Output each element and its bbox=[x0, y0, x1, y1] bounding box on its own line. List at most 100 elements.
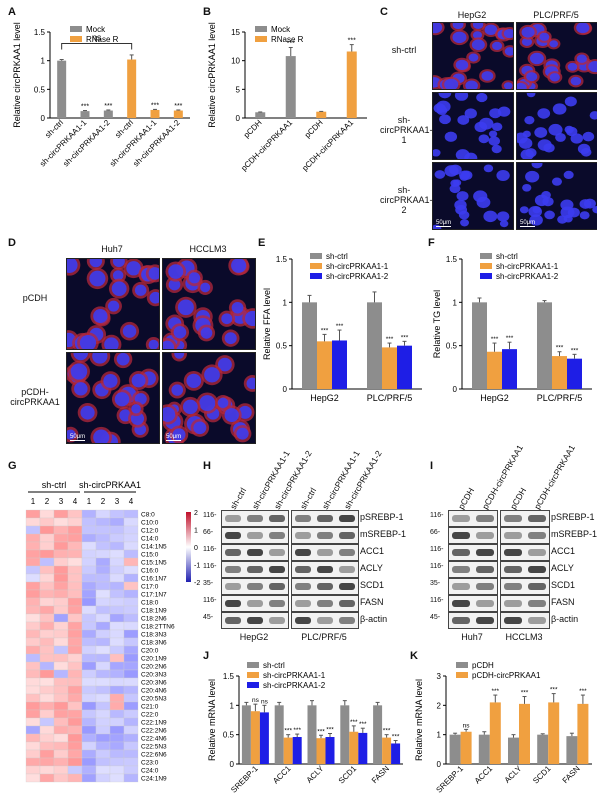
heatmap-cell bbox=[25, 661, 41, 671]
heatmap-cell bbox=[53, 685, 69, 695]
heatmap-cell bbox=[53, 717, 69, 727]
blot-band bbox=[269, 583, 285, 590]
heatmap-cell bbox=[123, 773, 139, 783]
heatmap-cell bbox=[95, 637, 111, 647]
heatmap-cell bbox=[67, 693, 83, 703]
protein-label: FASN bbox=[551, 597, 575, 607]
blot-band bbox=[317, 532, 333, 539]
heatmap-cell bbox=[109, 509, 125, 519]
heatmap-cell bbox=[53, 549, 69, 559]
row-label: C14:0 bbox=[141, 536, 159, 543]
mw-marker: 45- bbox=[203, 614, 214, 621]
ns-label: ns bbox=[92, 32, 102, 42]
heatmap-cell bbox=[123, 597, 139, 607]
blot-band bbox=[504, 549, 522, 556]
blot-band bbox=[295, 515, 311, 522]
blot-band bbox=[269, 549, 285, 556]
bar bbox=[382, 737, 392, 764]
heatmap-cell bbox=[109, 605, 125, 615]
heatmap-cell bbox=[25, 733, 41, 743]
row-label: pCDH- circPRKAA1 bbox=[10, 387, 60, 407]
heatmap-cell bbox=[109, 717, 125, 727]
blot-band bbox=[247, 532, 263, 539]
blot-band bbox=[528, 600, 546, 607]
bar-chart-a: 0 0.5 1 1.5 Relative circPRKAA1 level MockRNa… bbox=[12, 22, 190, 168]
bar bbox=[519, 703, 530, 764]
heatmap-cell bbox=[53, 613, 69, 623]
color-legend-tick: -1 bbox=[194, 563, 200, 570]
heatmap-cell bbox=[123, 725, 139, 735]
blot-band bbox=[528, 566, 546, 573]
blot-strip bbox=[448, 595, 498, 612]
heatmap-cell bbox=[123, 701, 139, 711]
y-tick-label: 0.5 bbox=[34, 85, 46, 94]
protein-label: β-actin bbox=[551, 614, 579, 624]
mw-marker: 35- bbox=[203, 580, 214, 587]
heatmap-cell bbox=[123, 533, 139, 543]
heatmap-cell bbox=[67, 765, 83, 775]
bar bbox=[80, 111, 90, 118]
panel-c-micrographs: HepG2 PLC/PRF/5 sh-ctrl sh- circPRKAA1-1 sh-… bbox=[380, 10, 597, 235]
blot-strip bbox=[221, 578, 289, 595]
column-label: 2 bbox=[101, 497, 106, 506]
heatmap-cell bbox=[53, 589, 69, 599]
group-label: sh-circPRKAA1 bbox=[79, 480, 141, 490]
scale-bar: 50μm bbox=[70, 434, 86, 441]
blot-band bbox=[504, 532, 522, 539]
blot-strip bbox=[448, 578, 498, 595]
x-tick-label: pCDH bbox=[242, 118, 264, 140]
row-label: C24:1N9 bbox=[141, 776, 167, 783]
blot-band bbox=[528, 617, 546, 624]
heatmap-cell bbox=[39, 549, 55, 559]
heatmap-cell bbox=[53, 709, 69, 719]
significance-mark: *** bbox=[104, 103, 112, 110]
micrograph bbox=[432, 92, 514, 160]
heatmap-cell bbox=[81, 557, 97, 567]
scale-bar: 50μm bbox=[166, 434, 182, 441]
y-tick-label: 0 bbox=[437, 760, 442, 769]
heatmap-cell bbox=[109, 629, 125, 639]
heatmap-cell bbox=[25, 669, 41, 679]
row-label: C22:2N6 bbox=[141, 728, 167, 735]
bar bbox=[57, 60, 67, 118]
heatmap-cell bbox=[95, 725, 111, 735]
heatmap-cell bbox=[39, 509, 55, 519]
heatmap-cell bbox=[25, 773, 41, 783]
row-label: C21:0 bbox=[141, 704, 159, 711]
heatmap-cell bbox=[109, 757, 125, 767]
heatmap-cell bbox=[67, 621, 83, 631]
y-tick-label: 1.5 bbox=[446, 255, 458, 264]
heatmap-cell bbox=[25, 685, 41, 695]
legend-swatch bbox=[255, 26, 267, 32]
heatmap-cell bbox=[53, 669, 69, 679]
heatmap-cell bbox=[67, 741, 83, 751]
heatmap-cell bbox=[109, 709, 125, 719]
blot-strip bbox=[448, 561, 498, 578]
heatmap-cell bbox=[81, 773, 97, 783]
bar bbox=[478, 734, 490, 764]
significance-mark: ns bbox=[252, 697, 260, 704]
row-label: C18:0 bbox=[141, 600, 159, 607]
heatmap-cell bbox=[53, 541, 69, 551]
heatmap-cell bbox=[67, 677, 83, 687]
bar bbox=[566, 736, 578, 764]
heatmap-cell bbox=[67, 557, 83, 567]
row-label: C20:5N3 bbox=[141, 696, 167, 703]
blot-band bbox=[528, 583, 546, 590]
row-label: C22:5N3 bbox=[141, 744, 167, 751]
blot-band bbox=[317, 549, 333, 556]
legend-swatch bbox=[310, 263, 322, 269]
bar bbox=[255, 112, 266, 118]
blot-band bbox=[452, 532, 470, 539]
heatmap-cell bbox=[25, 765, 41, 775]
heatmap-cell bbox=[109, 565, 125, 575]
heatmap-cell bbox=[39, 581, 55, 591]
column-label: 2 bbox=[45, 497, 50, 506]
row-label: C12:0 bbox=[141, 528, 159, 535]
heatmap-cell bbox=[81, 725, 97, 735]
heatmap-cell bbox=[109, 589, 125, 599]
heatmap-cell bbox=[123, 613, 139, 623]
heatmap-cell bbox=[81, 749, 97, 759]
panel-label-a: A bbox=[8, 6, 16, 18]
mw-marker: 116- bbox=[430, 512, 444, 519]
